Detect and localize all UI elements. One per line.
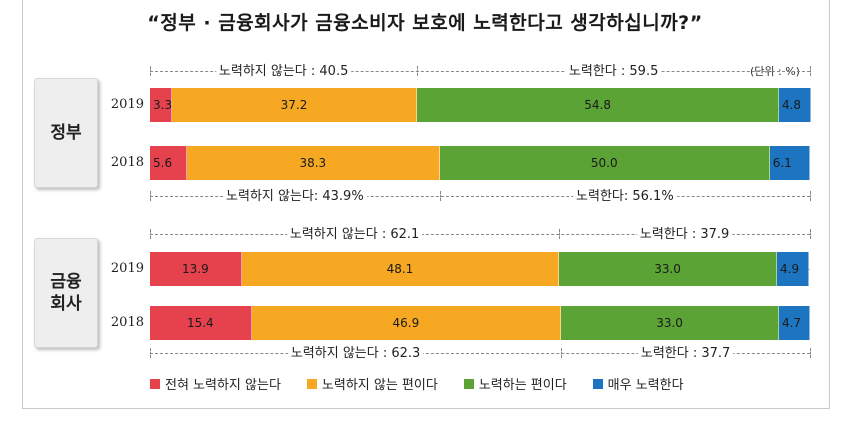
bracket-label-trying: 노력한다 : 37.9 bbox=[636, 223, 733, 242]
bar-segment: 54.8 bbox=[417, 88, 779, 122]
legend-swatch bbox=[463, 378, 474, 389]
data-label: 48.1 bbox=[386, 262, 414, 276]
bracket-tick bbox=[561, 348, 563, 358]
bracket-dash bbox=[150, 353, 810, 354]
bracket-tick bbox=[150, 229, 151, 239]
data-label: 50.0 bbox=[590, 156, 618, 170]
bar-segment: 15.4 bbox=[150, 306, 252, 340]
data-label: 5.6 bbox=[153, 156, 173, 170]
bracket-tick bbox=[150, 191, 151, 201]
bracket-line bbox=[150, 66, 811, 76]
data-label: 4.8 bbox=[781, 98, 802, 112]
bar-segment: 38.3 bbox=[186, 146, 440, 180]
bracket-tick bbox=[810, 66, 811, 76]
data-label: 46.9 bbox=[392, 316, 420, 330]
bracket-tick bbox=[150, 66, 151, 76]
data-label: 15.4 bbox=[186, 316, 214, 330]
bracket-dash bbox=[150, 71, 810, 72]
data-label: 33.0 bbox=[656, 316, 683, 330]
bracket-tick bbox=[559, 229, 561, 239]
bar-segment: 13.9 bbox=[150, 252, 242, 286]
legend-swatch bbox=[306, 378, 317, 389]
bracket-label-trying: 노력한다 : 59.5 bbox=[565, 60, 662, 79]
bar-segment: 4.9 bbox=[777, 252, 810, 286]
bracket-line bbox=[150, 191, 811, 201]
data-label: 54.8 bbox=[584, 98, 611, 112]
legend-item: 노력하지 않는 편이다 bbox=[306, 374, 438, 393]
legend-label: 노력하지 않는 편이다 bbox=[321, 378, 438, 393]
bar-segment: 4.8 bbox=[778, 88, 811, 122]
chart-title: “정부 · 금융회사가 금융소비자 보호에 노력한다고 생각하십니까?” bbox=[147, 12, 703, 34]
bracket-line bbox=[150, 348, 811, 358]
group-label-government: 정부 bbox=[34, 78, 98, 188]
legend-swatch bbox=[592, 378, 603, 389]
bracket-tick bbox=[150, 348, 151, 358]
bar-segment: 6.1 bbox=[769, 146, 810, 180]
legend-label: 전혀 노력하지 않는다 bbox=[165, 378, 281, 393]
bracket-tick bbox=[439, 191, 441, 201]
year-label: 2018 bbox=[110, 315, 144, 330]
bar-segment: 33.0 bbox=[561, 306, 779, 340]
bar-segment: 4.7 bbox=[778, 306, 810, 340]
data-label: 3.3 bbox=[153, 98, 173, 112]
bar-segment: 33.0 bbox=[559, 252, 777, 286]
bracket-label-not-trying: 노력하지 않는다 : 62.1 bbox=[286, 223, 423, 242]
chart-frame bbox=[22, 0, 830, 409]
group-label-financial: 금융 회사 bbox=[34, 238, 98, 348]
bracket-dash bbox=[150, 234, 810, 235]
data-label: 33.0 bbox=[654, 262, 681, 276]
year-label: 2018 bbox=[110, 155, 144, 170]
bracket-label-trying: 노력한다: 56.1% bbox=[573, 185, 677, 204]
legend: 전혀 노력하지 않는다 노력하지 않는 편이다 노력하는 편이다 매우 노력한다 bbox=[150, 374, 684, 393]
data-label: 38.3 bbox=[299, 156, 327, 170]
bar-segment: 37.2 bbox=[171, 88, 418, 122]
year-label: 2019 bbox=[110, 261, 144, 276]
legend-label: 노력하는 편이다 bbox=[478, 378, 567, 393]
bracket-tick bbox=[810, 229, 811, 239]
bracket-tick bbox=[417, 66, 419, 76]
data-label: 4.7 bbox=[781, 316, 802, 330]
data-label: 37.2 bbox=[280, 98, 308, 112]
bracket-label-trying: 노력한다 : 37.7 bbox=[637, 342, 734, 361]
bar-segment: 46.9 bbox=[251, 306, 562, 340]
bracket-line bbox=[150, 229, 811, 239]
bracket-tick bbox=[810, 191, 811, 201]
data-label: 13.9 bbox=[182, 262, 209, 276]
legend-item: 노력하는 편이다 bbox=[463, 374, 567, 393]
stacked-bar: 3.3 37.2 54.8 4.8 bbox=[150, 88, 811, 122]
legend-label: 매우 노력한다 bbox=[607, 378, 684, 393]
data-label: 6.1 bbox=[772, 156, 792, 170]
legend-swatch bbox=[150, 378, 160, 389]
group-label-financial-text: 금융 회사 bbox=[50, 272, 82, 314]
bar-segment: 48.1 bbox=[241, 252, 560, 286]
stacked-bar: 5.6 38.3 50.0 6.1 bbox=[150, 146, 810, 180]
legend-item: 매우 노력한다 bbox=[592, 374, 684, 393]
bracket-label-not-trying: 노력하지 않는다 : 62.3 bbox=[287, 342, 424, 361]
bar-segment: 5.6 bbox=[150, 146, 187, 180]
stacked-bar: 13.9 48.1 33.0 4.9 bbox=[150, 252, 810, 286]
year-label: 2019 bbox=[110, 97, 144, 112]
legend-item: 전혀 노력하지 않는다 bbox=[150, 374, 281, 393]
bracket-label-not-trying: 노력하지 않는다: 43.9% bbox=[223, 185, 367, 204]
stacked-bar: 15.4 46.9 33.0 4.7 bbox=[150, 306, 810, 340]
bar-segment: 50.0 bbox=[439, 146, 770, 180]
data-label: 4.9 bbox=[780, 262, 800, 276]
bracket-dash bbox=[150, 196, 810, 197]
bar-segment: 3.3 bbox=[150, 88, 172, 122]
bracket-tick bbox=[810, 348, 811, 358]
bracket-label-not-trying: 노력하지 않는다 : 40.5 bbox=[215, 60, 352, 79]
group-label-government-text: 정부 bbox=[50, 123, 82, 143]
